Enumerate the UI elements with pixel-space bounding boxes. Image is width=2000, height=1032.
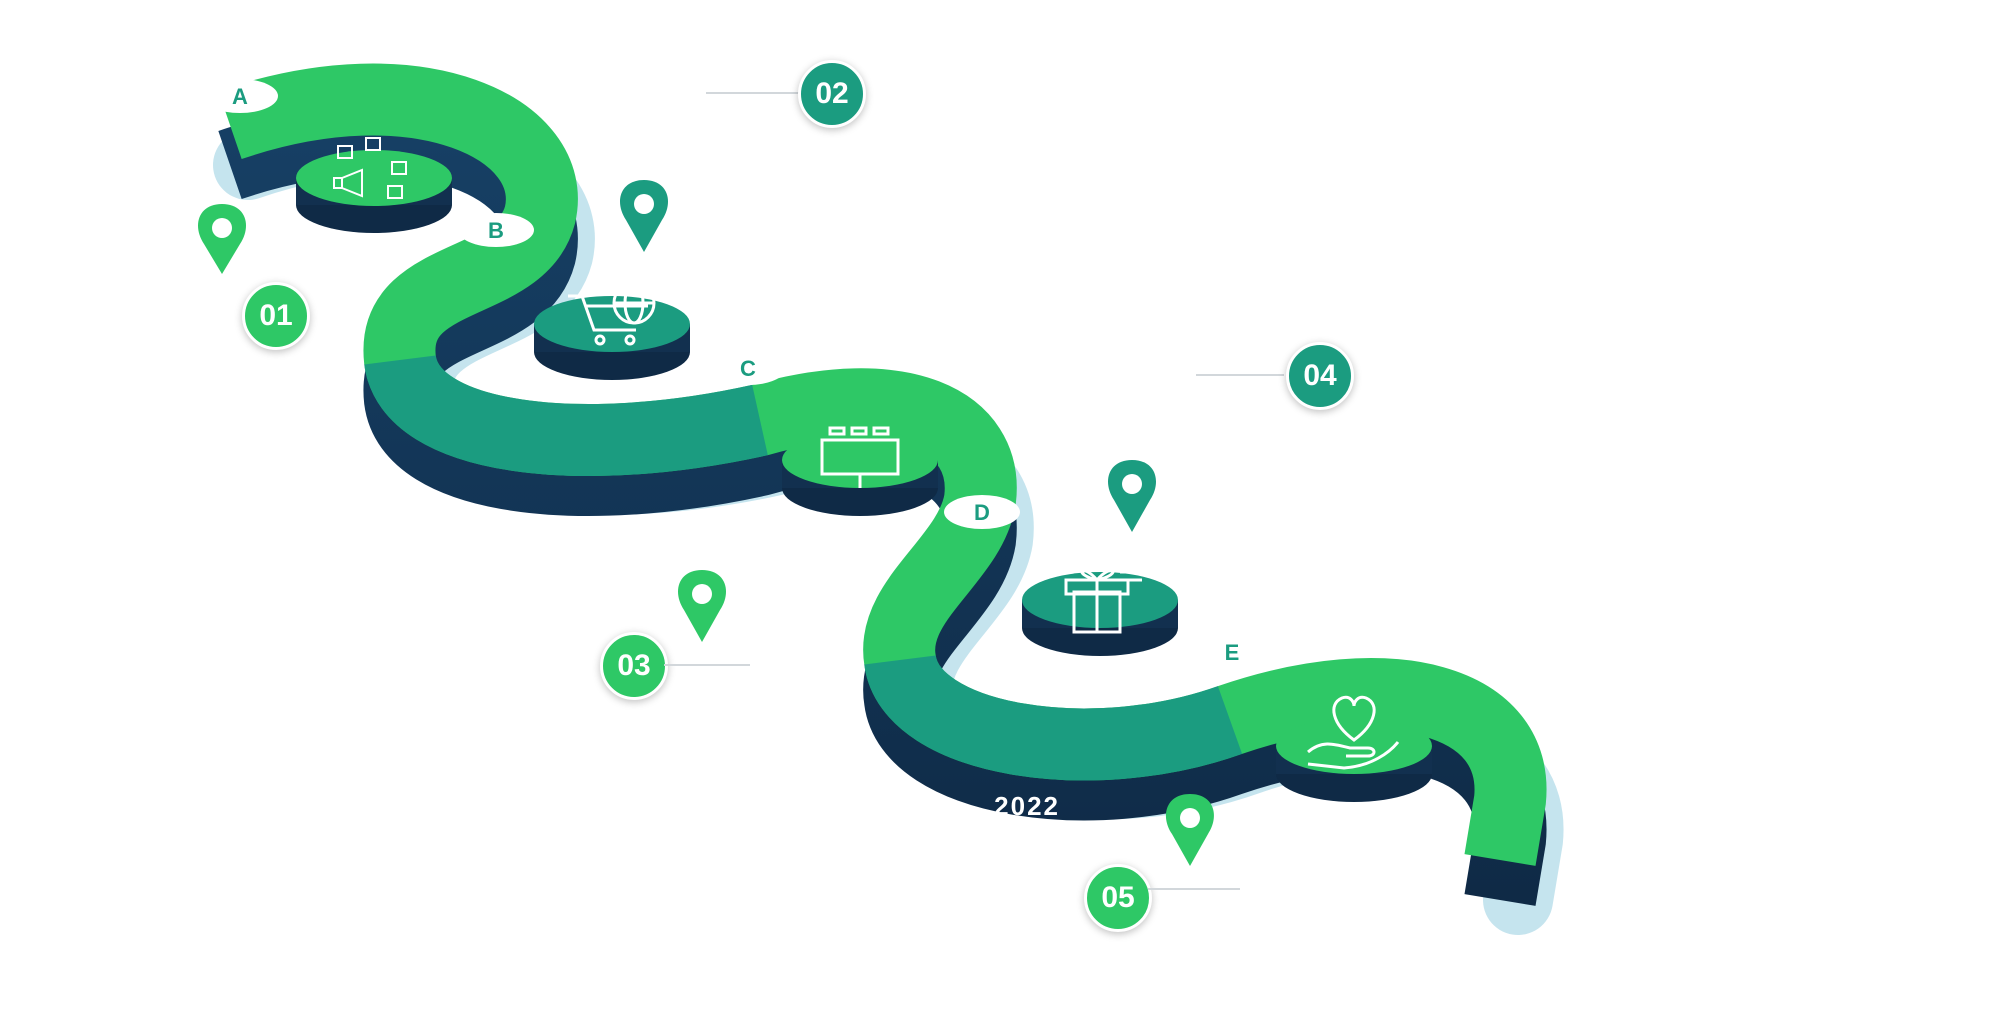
step-desc-5: $50,000 pledged in donations spread acro… <box>348 850 1060 923</box>
svg-text:E: E <box>1225 640 1240 665</box>
connector-line-2 <box>706 92 802 94</box>
step-desc-4: Multiple Shiba giveaways to Shiba Inscri… <box>1330 455 1634 502</box>
location-pin-icon-4 <box>1108 460 1156 532</box>
step-text-5: 2022 Q4 $50,000 pledged in donations spr… <box>340 792 1060 924</box>
road-marker-d: D <box>944 495 1020 529</box>
step-desc-1: Social Media Promotion <box>210 410 325 458</box>
location-pin-icon-1 <box>198 204 246 274</box>
platform-4 <box>1022 572 1178 656</box>
connector-line-3 <box>664 664 750 666</box>
step-text-2: 2021 Start development of eCommerce stor… <box>730 124 1180 218</box>
step-text-3: 2021 Billboards in Los Angeles, New York… <box>200 592 572 686</box>
road-top-shade-1 <box>364 352 768 476</box>
title-top: SOCIAL IMPACT <box>1374 55 1726 99</box>
step-number-badge-4: 04 <box>1286 342 1354 410</box>
road-marker-c: C <box>710 351 786 385</box>
step-number-badge-2: 02 <box>798 60 866 128</box>
step-year-3: 2021 <box>475 592 572 636</box>
step-quarter-5: Q4 <box>1021 819 1060 850</box>
location-pin-icon-2 <box>620 180 668 252</box>
platform-2 <box>534 296 690 380</box>
social-media-megaphone-icon <box>333 137 407 199</box>
step-desc-2: Start development of eCommerce store wit… <box>745 169 1180 216</box>
step-text-1: 2020 Q4 Social Media Promotion <box>150 352 350 459</box>
step-year-1: 2020 <box>284 351 350 381</box>
location-pin-icon-5 <box>1166 794 1214 866</box>
location-pin-icon-3 <box>678 570 726 642</box>
title-main: ROADMAP <box>1274 96 1826 203</box>
step-quarter-1: Q4 <box>311 379 350 410</box>
step-year-4: 2022 <box>1537 410 1634 454</box>
heart-in-hand-icon <box>1307 695 1400 770</box>
step-text-4: 2022 Multiple Shiba giveaways to Shiba I… <box>1250 410 1634 504</box>
svg-text:A: A <box>232 84 248 109</box>
step-desc-3: Billboards in Los Angeles, New York City… <box>208 637 572 684</box>
step-year-5: 2022 <box>994 791 1060 821</box>
gift-box-icon <box>1064 569 1142 634</box>
platform-5 <box>1276 718 1432 802</box>
platform-1 <box>296 150 452 233</box>
globe-shopping-cart-icon <box>568 281 656 346</box>
road-marker-a: A <box>202 79 278 113</box>
step-year-2: 2021 <box>1083 124 1180 168</box>
road-marker-b: B <box>458 213 534 247</box>
step-number-badge-1: 01 <box>242 282 310 350</box>
step-number-badge-5: 05 <box>1084 864 1152 932</box>
step-number-badge-3: 03 <box>600 632 668 700</box>
svg-text:C: C <box>740 356 756 381</box>
road-marker-e: E <box>1194 635 1270 669</box>
road-top-shade-2 <box>864 652 1243 781</box>
svg-text:D: D <box>974 500 990 525</box>
svg-text:B: B <box>488 218 504 243</box>
connector-line-4 <box>1196 374 1284 376</box>
billboard-icon <box>820 426 900 488</box>
connector-line-5 <box>1148 888 1240 890</box>
